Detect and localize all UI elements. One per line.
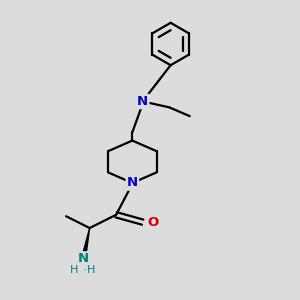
Text: ·: · (82, 265, 86, 275)
Text: N: N (78, 252, 89, 266)
Polygon shape (82, 228, 90, 258)
Text: O: O (147, 216, 158, 229)
Text: N: N (127, 176, 138, 190)
Text: N: N (137, 95, 148, 108)
Text: H: H (70, 265, 79, 275)
Text: H: H (87, 265, 95, 275)
